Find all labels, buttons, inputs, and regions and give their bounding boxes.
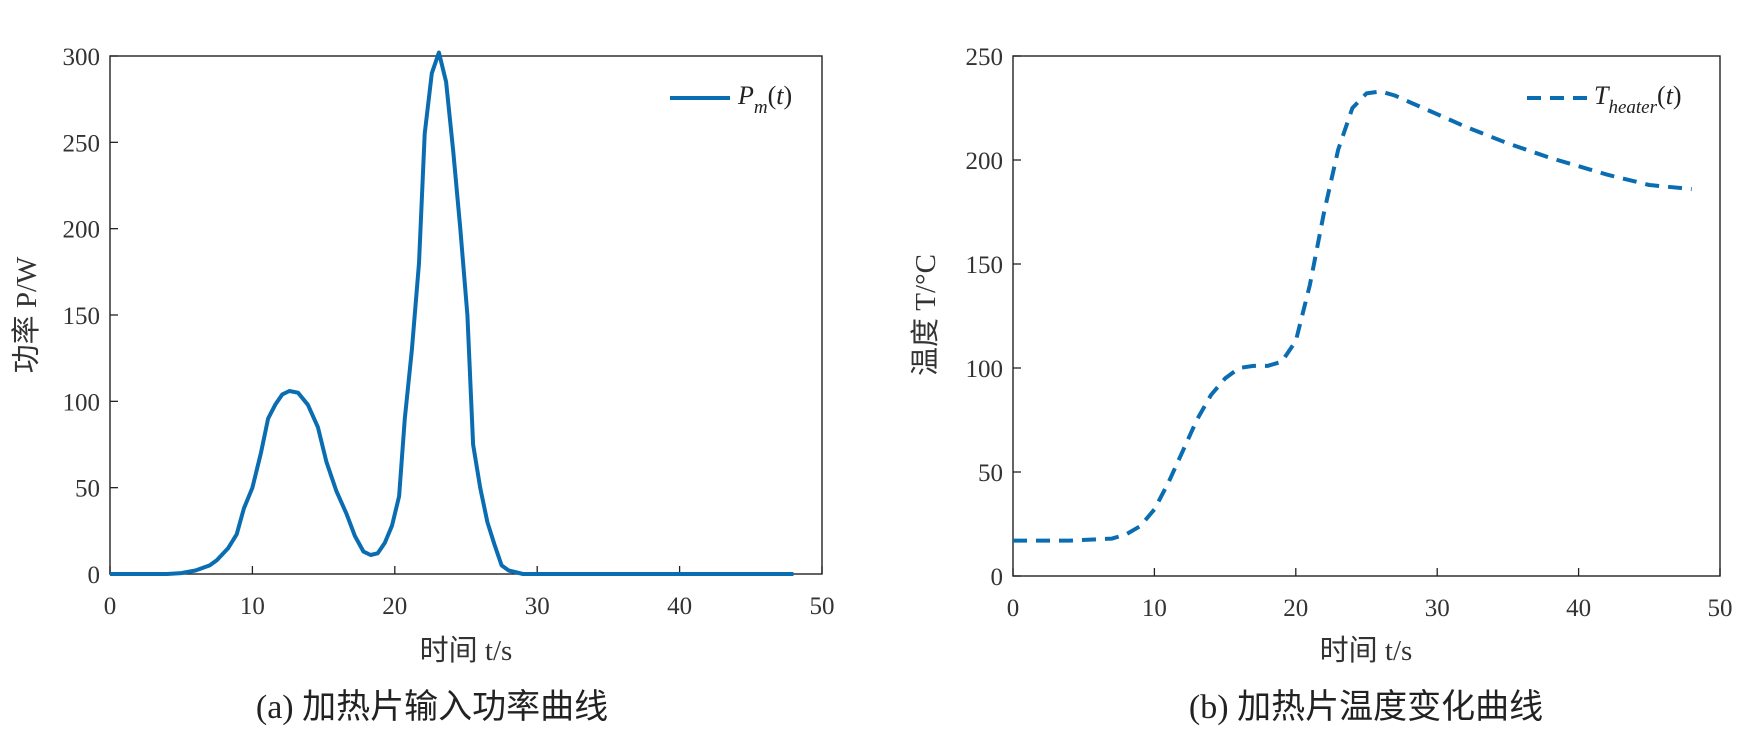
x-axis: 0 10 20 30 40 50 xyxy=(104,566,835,620)
legend-label: Pm(t) xyxy=(737,81,792,118)
y-axis: 0 50 100 150 200 250 300 xyxy=(63,44,118,589)
x-tick-label: 50 xyxy=(810,593,835,620)
y-tick-label: 150 xyxy=(966,252,1004,279)
x-axis-label: 时间 t/s xyxy=(420,634,513,667)
y-tick-label: 100 xyxy=(63,389,101,416)
series-group xyxy=(1013,89,1692,543)
y-tick-label: 150 xyxy=(63,303,101,330)
y-tick-label: 100 xyxy=(966,356,1004,383)
series-line xyxy=(110,50,794,576)
legend: Pm(t) xyxy=(670,81,792,118)
caption-b: (b) 加热片温度变化曲线 xyxy=(1189,688,1543,726)
y-tick-label: 300 xyxy=(63,44,101,71)
y-tick-label: 50 xyxy=(75,476,100,503)
y-axis-label: 功率 P/W xyxy=(10,256,43,373)
x-tick-label: 30 xyxy=(525,593,550,620)
x-tick-label: 10 xyxy=(1142,595,1167,622)
panel-a: 0 50 100 150 200 250 300 0 10 20 30 40 50 Pm(t) 功率 … xyxy=(10,44,835,726)
caption-a: (a) 加热片输入功率曲线 xyxy=(256,688,608,726)
x-tick-label: 10 xyxy=(240,593,265,620)
y-axis-label: 温度 T/°C xyxy=(909,254,942,376)
x-tick-label: 0 xyxy=(1007,595,1020,622)
x-tick-label: 20 xyxy=(1283,595,1308,622)
y-tick-label: 200 xyxy=(966,148,1004,175)
x-axis-label: 时间 t/s xyxy=(1320,634,1413,667)
legend-label: Theater(t) xyxy=(1594,81,1682,118)
x-tick-label: 40 xyxy=(667,593,692,620)
y-axis: 0 50 100 150 200 250 xyxy=(966,44,1021,591)
x-tick-label: 40 xyxy=(1566,595,1591,622)
y-tick-label: 50 xyxy=(978,460,1003,487)
series-group xyxy=(110,50,794,576)
x-tick-label: 30 xyxy=(1425,595,1450,622)
panel-b: 0 50 100 150 200 250 0 10 20 30 40 50 Theater(t) 温… xyxy=(909,44,1733,726)
plot-area-frame xyxy=(1012,55,1721,577)
legend: Theater(t) xyxy=(1527,81,1682,118)
x-tick-label: 20 xyxy=(382,593,407,620)
y-tick-label: 250 xyxy=(63,130,101,157)
x-tick-label: 50 xyxy=(1708,595,1733,622)
x-axis: 0 10 20 30 40 50 xyxy=(1007,568,1733,622)
x-tick-label: 0 xyxy=(104,593,117,620)
series-line xyxy=(1013,89,1692,543)
y-tick-label: 200 xyxy=(63,217,101,244)
y-tick-label: 250 xyxy=(966,44,1004,71)
y-tick-label: 0 xyxy=(991,564,1004,591)
y-tick-label: 0 xyxy=(88,562,101,589)
